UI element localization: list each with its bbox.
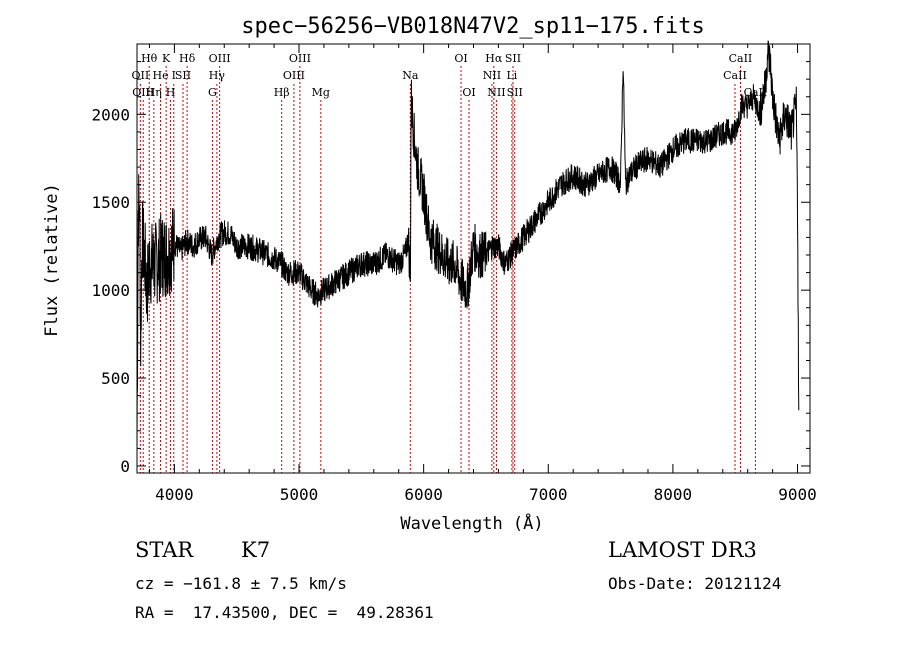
spectral-line-label: Hβ <box>274 86 290 99</box>
y-tick-label: 2000 <box>91 105 130 124</box>
spectral-line-label: OIII <box>132 86 154 99</box>
spectral-line-label: CaII <box>729 52 753 65</box>
spectral-line-label: Hη <box>146 86 162 99</box>
object-class: STAR <box>135 538 194 562</box>
spectral-line-label: I <box>172 69 176 82</box>
redshift-cz: cz = −161.8 ± 7.5 km/s <box>135 574 347 593</box>
spectral-line-label: Hδ <box>179 52 196 65</box>
x-tick-label: 6000 <box>404 485 443 504</box>
ra-dec: RA = 17.43500, DEC = 49.28361 <box>135 603 434 622</box>
y-tick-label: 1000 <box>91 281 130 300</box>
spectral-line-label: He <box>153 69 169 82</box>
spectral-line-label: G <box>208 86 217 99</box>
spectral-line-label: SII <box>175 69 191 82</box>
spectral-line-label: Hγ <box>209 69 226 82</box>
spectral-line-label: Mg <box>312 86 330 99</box>
x-tick-label: 9000 <box>778 485 817 504</box>
spectral-line-label: OIII <box>289 52 311 65</box>
spectral-line-label: CaII <box>723 69 747 82</box>
spectral-line-label: OII <box>132 69 150 82</box>
spectral-line-label: OI <box>462 86 475 99</box>
y-tick-label: 500 <box>101 369 130 388</box>
x-tick-label: 4000 <box>155 485 194 504</box>
spectral-line-label: Hα <box>485 52 503 65</box>
y-tick-label: 1500 <box>91 193 130 212</box>
survey-name: LAMOST DR3 <box>608 538 757 562</box>
spectral-line-label: Na <box>402 69 419 82</box>
spectral-line-label: NII <box>487 86 505 99</box>
x-axis-label: Wavelength (Å) <box>400 512 543 534</box>
y-tick-label: 0 <box>120 457 130 476</box>
axis-ticks: 4000 5000 6000 7000 8000 9000 0 500 1000 1500 2000 <box>91 44 817 504</box>
spectral-line-label: SII <box>505 52 521 65</box>
spectral-line-markers <box>139 66 756 473</box>
chart-title: spec−56256−VB018N47V2_sp11−175.fits <box>241 14 705 39</box>
spectral-line-label: CaII <box>744 86 768 99</box>
flux-trace <box>136 40 800 450</box>
spectral-line-label: SII <box>507 86 523 99</box>
spectral-line-label: H <box>166 86 176 99</box>
object-subclass: K7 <box>241 538 271 562</box>
x-tick-label: 8000 <box>654 485 693 504</box>
spectral-line-label: Li <box>506 69 517 82</box>
spectral-line-label: OIII <box>283 69 305 82</box>
observation-date: Obs-Date: 20121124 <box>608 574 782 593</box>
spectral-line-label: OI <box>454 52 467 65</box>
spectral-line-label: Hθ <box>141 52 158 65</box>
x-tick-label: 7000 <box>529 485 568 504</box>
y-axis-label: Flux (relative) <box>42 183 62 337</box>
spectral-line-label: K <box>162 52 171 65</box>
spectral-line-label: OIII <box>209 52 231 65</box>
x-tick-label: 5000 <box>280 485 319 504</box>
spectral-line-label: NII <box>483 69 501 82</box>
